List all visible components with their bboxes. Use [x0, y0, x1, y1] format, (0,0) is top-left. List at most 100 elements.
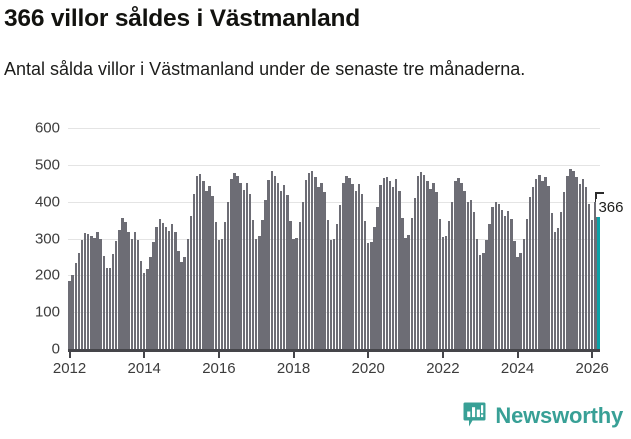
y-axis-tick-label: 100	[34, 303, 60, 321]
bar	[83, 232, 87, 349]
bar	[513, 241, 516, 349]
bar	[581, 178, 585, 349]
bar	[124, 221, 127, 349]
bar	[407, 234, 410, 349]
bar	[469, 199, 473, 349]
bar	[584, 186, 588, 349]
y-axis-tick-label: 600	[34, 119, 60, 137]
bar	[566, 175, 569, 349]
bar	[87, 234, 90, 349]
gridline	[68, 128, 600, 129]
bar	[121, 218, 124, 349]
bar	[351, 184, 354, 349]
bar	[233, 172, 236, 349]
bar	[553, 231, 557, 349]
newsworthy-logo-text: Newsworthy	[495, 402, 623, 428]
bar	[230, 178, 233, 349]
bar	[118, 229, 121, 349]
bar	[547, 186, 550, 349]
bar	[444, 235, 448, 349]
bar	[419, 171, 423, 349]
bar	[323, 192, 326, 349]
bar	[472, 211, 476, 349]
bar	[245, 183, 249, 349]
bar	[466, 201, 469, 349]
bar-series	[68, 128, 600, 349]
bar	[404, 237, 407, 349]
bar	[388, 181, 392, 349]
bar	[202, 181, 205, 349]
bar	[441, 236, 445, 349]
bar	[391, 186, 395, 349]
x-axis-tick-label: 2024	[500, 360, 535, 377]
bar	[127, 231, 130, 349]
bar	[307, 172, 311, 349]
bar	[261, 220, 264, 349]
bar	[342, 183, 345, 349]
bar	[115, 241, 118, 349]
bar	[311, 171, 314, 349]
bar	[578, 184, 581, 349]
bar	[541, 181, 544, 349]
bar	[276, 182, 280, 349]
y-axis-tick-label: 300	[34, 230, 60, 247]
bar	[214, 222, 217, 349]
bar	[77, 252, 81, 349]
footer: Newsworthy	[0, 398, 631, 439]
x-axis-tick	[441, 351, 444, 358]
bar	[413, 197, 417, 349]
bar	[426, 181, 429, 349]
bar	[457, 177, 460, 349]
bar	[345, 175, 348, 349]
bar	[528, 197, 532, 349]
bar	[314, 176, 317, 349]
bar	[401, 218, 404, 349]
bar	[183, 256, 186, 349]
bar	[270, 171, 273, 349]
x-axis-labels: 2012 2014 2016 2018 2020 2022 2024 2026	[53, 360, 609, 384]
newsworthy-logo[interactable]: Newsworthy	[463, 402, 623, 429]
bar	[108, 267, 112, 349]
bar	[133, 231, 137, 349]
bar	[217, 239, 221, 349]
bar	[594, 201, 597, 349]
bar	[385, 176, 389, 349]
page-subtitle: Antal sålda villor i Västmanland under d…	[4, 59, 526, 79]
annotation-value-label: 366	[596, 199, 626, 217]
bar	[354, 191, 357, 349]
x-axis-tick	[68, 351, 71, 358]
bar	[497, 203, 501, 349]
gridline	[68, 238, 600, 240]
bar	[438, 219, 441, 349]
bar	[111, 254, 115, 349]
bar	[205, 190, 208, 349]
bar	[74, 263, 77, 349]
bar	[447, 220, 451, 349]
bar	[264, 199, 267, 349]
plot-area	[68, 128, 600, 349]
bar	[90, 235, 93, 349]
bar-chart-speech-bubble-icon	[463, 402, 486, 427]
bar	[220, 238, 224, 349]
bar	[363, 221, 367, 349]
x-axis-tick	[591, 351, 594, 358]
page-title: 366 villor såldes i Västmanland	[4, 5, 361, 32]
bar	[482, 252, 485, 349]
x-axis-tick-label: 2026	[575, 360, 609, 377]
bar	[136, 239, 140, 349]
bar	[373, 227, 376, 349]
bar	[317, 186, 320, 349]
bar	[376, 207, 379, 349]
bar	[510, 219, 513, 349]
bar	[289, 220, 292, 349]
bar	[395, 178, 398, 349]
bar	[171, 223, 174, 349]
bar	[186, 238, 189, 349]
bar	[398, 190, 401, 349]
bar	[164, 227, 168, 349]
bar	[522, 238, 525, 349]
bar	[429, 188, 432, 349]
x-axis-ticks	[68, 351, 600, 358]
y-axis-tick-label: 500	[34, 156, 60, 174]
bar	[152, 242, 155, 349]
